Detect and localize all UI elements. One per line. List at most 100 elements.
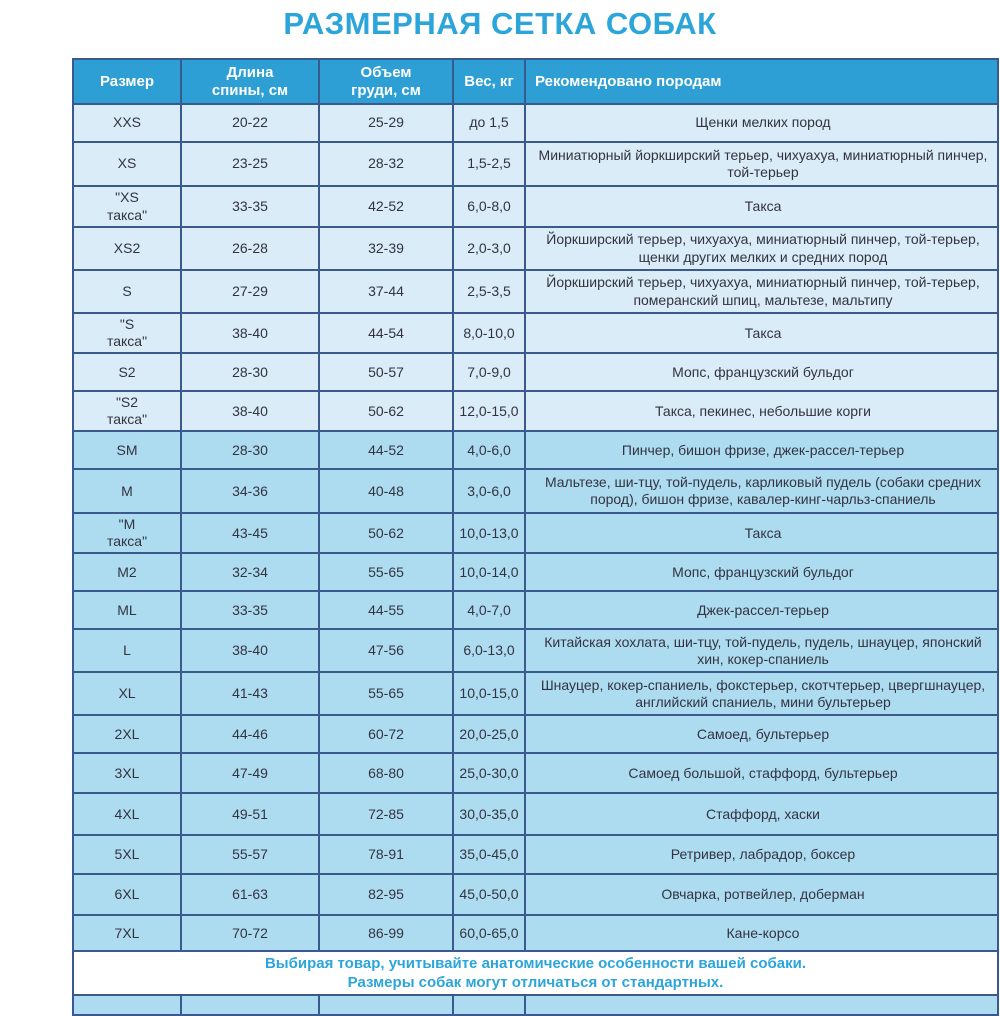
- cell-chest-girth: 44-55: [318, 590, 454, 631]
- table-row: "XS такса" 33-35 42-52 6,0-8,0 Такса: [72, 185, 999, 228]
- cell-chest-girth: 55-65: [318, 671, 454, 717]
- cell-chest-girth: 50-62: [318, 390, 454, 433]
- cell-size: 4XL: [72, 792, 182, 837]
- cell-weight: 20,0-25,0: [452, 714, 526, 755]
- table-row: SM 28-30 44-52 4,0-6,0 Пинчер, бишон фризе, …: [72, 430, 999, 471]
- cell-size: 2XL: [72, 714, 182, 755]
- footer-note-cell: Выбирая товар, учитывайте анатомические …: [72, 950, 999, 997]
- table-row: "M такса" 43-45 50-62 10,0-13,0 Такса: [72, 512, 999, 555]
- cell-weight: 7,0-9,0: [452, 352, 526, 393]
- cell-back-length: 61-63: [180, 873, 320, 917]
- cell-breeds: Китайская хохлата, ши-тцу, той-пудель, п…: [524, 628, 999, 674]
- cell-weight: 6,0-13,0: [452, 628, 526, 674]
- table-row: S2 28-30 50-57 7,0-9,0 Мопс, французский бул…: [72, 352, 999, 393]
- cell-weight: 25,0-30,0: [452, 752, 526, 795]
- cell-size: "M такса": [72, 512, 182, 555]
- cell-weight: 30,0-35,0: [452, 792, 526, 837]
- table-row: XL 41-43 55-65 10,0-15,0 Шнауцер, кокер-спан…: [72, 671, 999, 717]
- dog-size-table: Размер Длина спины, см Объем груди, см В…: [72, 58, 999, 1016]
- cell-breeds: Такса, пекинес, небольшие корги: [524, 390, 999, 433]
- cell-breeds: Овчарка, ротвейлер, доберман: [524, 873, 999, 917]
- cell-weight: 45,0-50,0: [452, 873, 526, 917]
- cell-back-length: 28-30: [180, 430, 320, 471]
- cell-breeds: Самоед большой, стаффорд, бультерьер: [524, 752, 999, 795]
- cell-chest-girth: 60-72: [318, 714, 454, 755]
- cell-size: SM: [72, 430, 182, 471]
- table-row: XS2 26-28 32-39 2,0-3,0 Йоркширский терьер, …: [72, 226, 999, 271]
- cell-chest-girth: 72-85: [318, 792, 454, 837]
- footer-note-line-2: Размеры собак могут отличаться от станда…: [347, 974, 724, 992]
- cell-weight: 1,5-2,5: [452, 141, 526, 187]
- cell-size: XL: [72, 671, 182, 717]
- cell-weight: 10,0-15,0: [452, 671, 526, 717]
- cell-chest-girth: 86-99: [318, 914, 454, 953]
- cell-breeds: Ретривер, лабрадор, боксер: [524, 834, 999, 876]
- cell-weight: 8,0-10,0: [452, 311, 526, 355]
- table-row: L 38-40 47-56 6,0-13,0 Китайская хохлата, ши…: [72, 628, 999, 674]
- cell-back-length: 41-43: [180, 671, 320, 717]
- cell-size: M: [72, 468, 182, 515]
- cell-back-length: 43-45: [180, 512, 320, 555]
- cell-back-length: 47-49: [180, 752, 320, 795]
- table-row: 7XL 70-72 86-99 60,0-65,0 Кане-корсо: [72, 914, 999, 953]
- cell-breeds: Джек-рассел-терьер: [524, 590, 999, 631]
- cell-back-length: 49-51: [180, 792, 320, 837]
- cell-weight: 35,0-45,0: [452, 834, 526, 876]
- col-header-size: Размер: [72, 58, 182, 105]
- footer-note-row: Выбирая товар, учитывайте анатомические …: [72, 950, 999, 997]
- page-title: РАЗМЕРНАЯ СЕТКА СОБАК: [283, 6, 717, 41]
- cell-chest-girth: 55-65: [318, 552, 454, 593]
- cell-size: S2: [72, 352, 182, 393]
- cell-back-length: 34-36: [180, 468, 320, 515]
- cell-breeds: Пинчер, бишон фризе, джек-рассел-терьер: [524, 430, 999, 471]
- cell-size: XS2: [72, 226, 182, 271]
- table-row: XS 23-25 28-32 1,5-2,5 Миниатюрный йоркширск…: [72, 141, 999, 187]
- cropped-partial-row: [72, 994, 999, 1016]
- table-row: S 27-29 37-44 2,5-3,5 Йоркширский терьер, чи…: [72, 269, 999, 314]
- cell-size: "S такса": [72, 311, 182, 355]
- size-table-body: XXS 20-22 25-29 до 1,5 Щенки мелких пород XS 2…: [72, 103, 999, 953]
- cell-weight: 6,0-8,0: [452, 185, 526, 228]
- cell-breeds: Йоркширский терьер, чихуахуа, миниатюрны…: [524, 226, 999, 271]
- table-row: ML 33-35 44-55 4,0-7,0 Джек-рассел-терьер: [72, 590, 999, 631]
- cell-weight: 2,5-3,5: [452, 269, 526, 314]
- cell-size: "XS такса": [72, 185, 182, 228]
- cell-size: L: [72, 628, 182, 674]
- cell-back-length: 27-29: [180, 269, 320, 314]
- cell-chest-girth: 78-91: [318, 834, 454, 876]
- cell-back-length: 55-57: [180, 834, 320, 876]
- cell-size: M2: [72, 552, 182, 593]
- cell-size: 3XL: [72, 752, 182, 795]
- cell-breeds: Кане-корсо: [524, 914, 999, 953]
- cell-breeds: Такса: [524, 311, 999, 355]
- cell-breeds: Шнауцер, кокер-спаниель, фокстерьер, ско…: [524, 671, 999, 717]
- col-header-back-length: Длина спины, см: [180, 58, 320, 105]
- cell-chest-girth: 44-54: [318, 311, 454, 355]
- cell-chest-girth: 40-48: [318, 468, 454, 515]
- cell-weight: 10,0-14,0: [452, 552, 526, 593]
- cell-size: 7XL: [72, 914, 182, 953]
- cell-back-length: 38-40: [180, 628, 320, 674]
- header-row: Размер Длина спины, см Объем груди, см В…: [72, 58, 999, 105]
- cell-weight: 3,0-6,0: [452, 468, 526, 515]
- cell-size: ML: [72, 590, 182, 631]
- cell-breeds: Мопс, французский бульдог: [524, 552, 999, 593]
- table-row: "S2 такса" 38-40 50-62 12,0-15,0 Такса, пеки…: [72, 390, 999, 433]
- cell-back-length: 38-40: [180, 311, 320, 355]
- table-row: M 34-36 40-48 3,0-6,0 Мальтезе, ши-тцу, той-…: [72, 468, 999, 515]
- col-header-breeds: Рекомендовано породам: [524, 58, 999, 105]
- cell-size: "S2 такса": [72, 390, 182, 433]
- cell-weight: 2,0-3,0: [452, 226, 526, 271]
- cell-back-length: 23-25: [180, 141, 320, 187]
- cell-breeds: Самоед, бультерьер: [524, 714, 999, 755]
- cell-back-length: 26-28: [180, 226, 320, 271]
- table-row: 6XL 61-63 82-95 45,0-50,0 Овчарка, ротвейлер…: [72, 873, 999, 917]
- cell-chest-girth: 32-39: [318, 226, 454, 271]
- cell-back-length: 70-72: [180, 914, 320, 953]
- cell-chest-girth: 68-80: [318, 752, 454, 795]
- cell-weight: до 1,5: [452, 103, 526, 143]
- cell-breeds: Мальтезе, ши-тцу, той-пудель, карликовый…: [524, 468, 999, 515]
- cell-weight: 4,0-7,0: [452, 590, 526, 631]
- col-header-chest-girth: Объем груди, см: [318, 58, 454, 105]
- cell-chest-girth: 50-57: [318, 352, 454, 393]
